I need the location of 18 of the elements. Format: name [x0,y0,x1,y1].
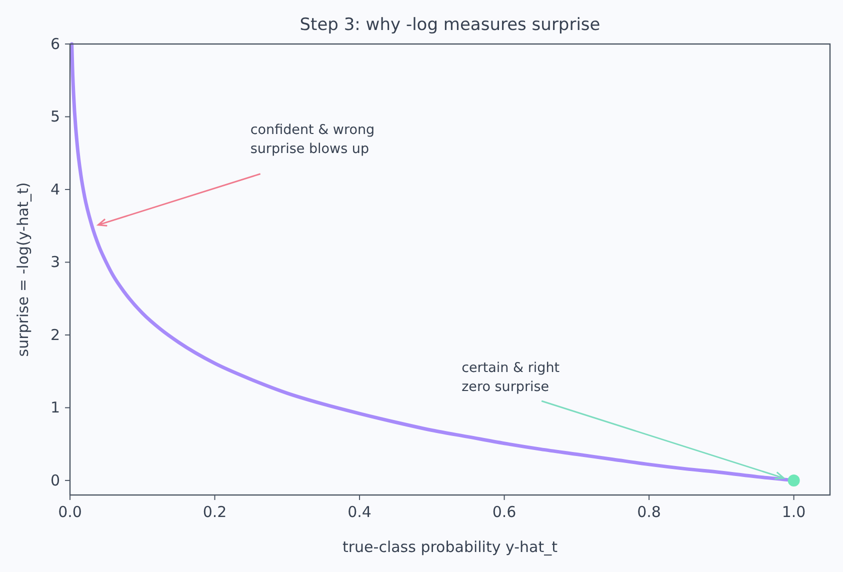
x-tick-label: 0.8 [637,503,661,521]
y-tick-label: 5 [50,108,60,126]
y-tick-label: 0 [50,471,60,490]
y-axis-title: surprise = -log(y-hat_t) [14,182,32,357]
x-tick-label: 0.0 [58,503,82,521]
chart-title: Step 3: why -log measures surprise [300,15,600,35]
y-tick-label: 6 [50,35,60,53]
x-axis-title: true-class probability y-hat_t [342,538,558,556]
x-tick-label: 0.6 [492,503,516,521]
y-tick-label: 4 [50,180,60,198]
x-tick-label: 1.0 [782,503,806,521]
y-tick-label: 3 [50,253,60,272]
x-tick-label: 0.4 [348,503,372,521]
y-tick-label: 2 [50,326,60,344]
annotation: confident & wrong surprise blows up [250,122,375,157]
annotation: certain & right zero surprise [462,360,560,395]
y-tick-label: 1 [50,398,60,417]
x-tick-label: 0.2 [202,503,227,521]
